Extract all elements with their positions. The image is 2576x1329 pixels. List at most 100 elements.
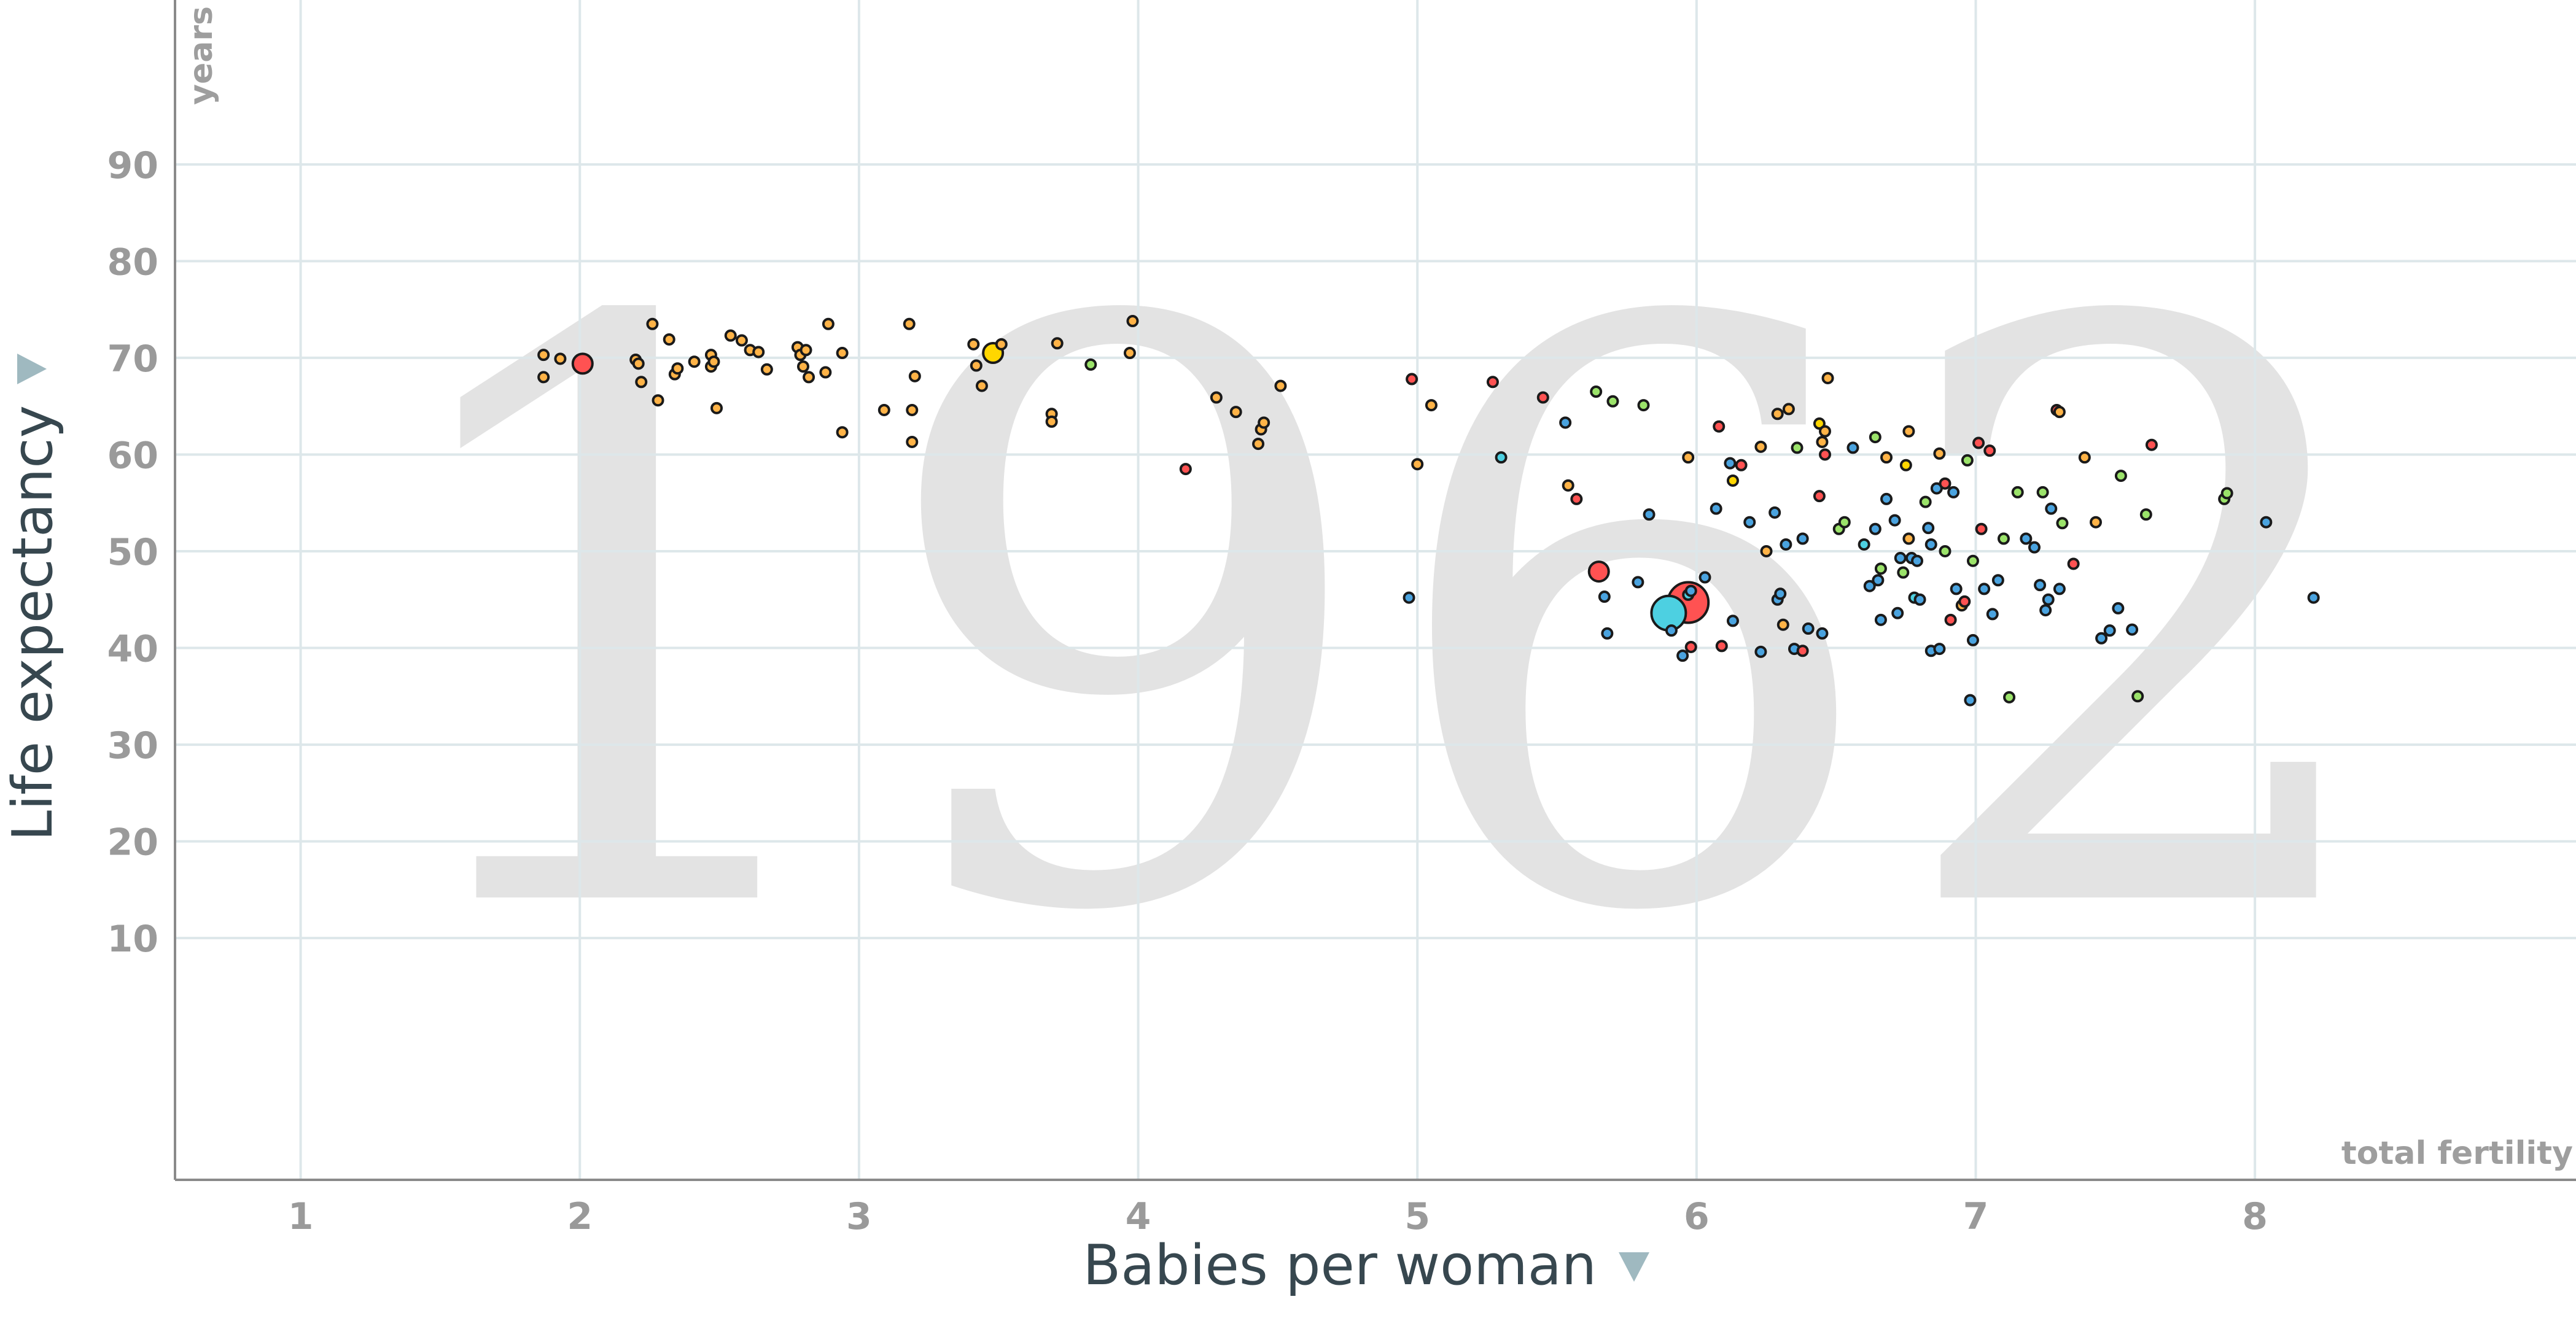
bubble-point[interactable] bbox=[1986, 608, 1999, 621]
bubble-point[interactable] bbox=[1983, 444, 1996, 457]
bubble-point[interactable] bbox=[2003, 691, 2016, 703]
bubble-point[interactable] bbox=[1726, 474, 1739, 487]
bubble-point[interactable] bbox=[1726, 614, 1739, 627]
bubble-point[interactable] bbox=[2139, 508, 2152, 521]
bubble-point[interactable] bbox=[1684, 584, 1697, 597]
bubble-point[interactable] bbox=[1676, 649, 1689, 662]
bubble-point[interactable] bbox=[1699, 571, 1711, 584]
bubble-point[interactable] bbox=[1944, 613, 1957, 626]
bubble-point[interactable] bbox=[1769, 506, 1781, 519]
bubble-point[interactable] bbox=[1126, 315, 1139, 328]
bubble-point[interactable] bbox=[2028, 541, 2041, 554]
bubble-point[interactable] bbox=[652, 394, 664, 407]
bubble-point[interactable] bbox=[1922, 522, 1935, 535]
bubble-point[interactable] bbox=[975, 379, 988, 392]
bubble-point[interactable] bbox=[1403, 591, 1415, 604]
bubble-point[interactable] bbox=[2260, 516, 2273, 529]
bubble-point[interactable] bbox=[1888, 514, 1901, 527]
bubble-point[interactable] bbox=[1939, 477, 1951, 490]
bubble-point[interactable] bbox=[1874, 613, 1887, 626]
bubble-point[interactable] bbox=[1632, 576, 1644, 589]
bubble-point[interactable] bbox=[1252, 438, 1265, 451]
bubble-point[interactable] bbox=[1084, 358, 1097, 371]
bubble-point[interactable] bbox=[1771, 408, 1784, 420]
bubble-point[interactable] bbox=[1899, 459, 1912, 471]
bubble-point[interactable] bbox=[1782, 403, 1795, 416]
bubble-point[interactable] bbox=[1710, 502, 1722, 515]
bubble-point[interactable] bbox=[2020, 532, 2033, 545]
bubble-point[interactable] bbox=[836, 426, 849, 439]
bubble-point[interactable] bbox=[2053, 583, 2066, 595]
bubble-point[interactable] bbox=[1894, 552, 1907, 565]
bubble-point[interactable] bbox=[1880, 451, 1893, 464]
bubble-point[interactable] bbox=[663, 333, 675, 346]
bubble-point[interactable] bbox=[2053, 406, 2066, 419]
bubble-point[interactable] bbox=[1760, 544, 1773, 557]
bubble-point[interactable] bbox=[1425, 399, 1438, 412]
bubble-point[interactable] bbox=[1933, 447, 1946, 460]
bubble-point[interactable] bbox=[1229, 406, 1242, 419]
bubble-point[interactable] bbox=[1991, 574, 2004, 587]
bubble-point[interactable] bbox=[1724, 457, 1737, 470]
bubble-point[interactable] bbox=[1598, 591, 1611, 603]
bubble-point[interactable] bbox=[1643, 508, 1656, 521]
bubble-point[interactable] bbox=[2039, 604, 2052, 617]
bubble-point[interactable] bbox=[1838, 516, 1851, 529]
bubble-point[interactable] bbox=[554, 352, 567, 365]
bubble-point[interactable] bbox=[735, 334, 748, 347]
bubble-point[interactable] bbox=[1933, 643, 1946, 656]
bubble-point[interactable] bbox=[1637, 399, 1650, 412]
bubble-point[interactable] bbox=[1754, 645, 1767, 658]
bubble-point[interactable] bbox=[632, 357, 645, 370]
bubble-point[interactable] bbox=[819, 366, 832, 379]
bubble-point[interactable] bbox=[906, 435, 919, 448]
bubble-point[interactable] bbox=[1774, 587, 1787, 600]
bubble-point[interactable] bbox=[877, 403, 890, 416]
bubble-point[interactable] bbox=[1911, 554, 1924, 567]
bubble-point[interactable] bbox=[1978, 583, 1991, 595]
bubble-point[interactable] bbox=[537, 349, 550, 362]
bubble-point[interactable] bbox=[2036, 486, 2049, 498]
bubble-point[interactable] bbox=[646, 317, 659, 330]
bubble-point[interactable] bbox=[2220, 487, 2233, 500]
bubble-point[interactable] bbox=[1495, 451, 1508, 464]
bubble-point[interactable] bbox=[1924, 538, 1937, 551]
y-axis-title[interactable]: Life expectancy bbox=[1, 405, 65, 841]
bubble-point[interactable] bbox=[1919, 495, 1932, 508]
y-axis-dropdown-icon[interactable] bbox=[17, 354, 47, 384]
bubble-point[interactable] bbox=[1045, 415, 1058, 428]
bubble-point[interactable] bbox=[2011, 486, 2024, 498]
bubble-point[interactable] bbox=[1813, 490, 1826, 503]
bubble-point[interactable] bbox=[2034, 579, 2047, 592]
bubble-point[interactable] bbox=[1966, 554, 1979, 567]
bubble-point[interactable] bbox=[1559, 416, 1572, 429]
bubble-point[interactable] bbox=[1179, 463, 1192, 476]
bubble-point[interactable] bbox=[688, 355, 701, 368]
bubble-point[interactable] bbox=[1754, 440, 1767, 453]
bubble-point[interactable] bbox=[2114, 470, 2127, 482]
bubble-point[interactable] bbox=[2090, 516, 2102, 529]
bubble-point[interactable] bbox=[2056, 517, 2069, 530]
bubble-point[interactable] bbox=[2078, 451, 2091, 464]
bubble-point[interactable] bbox=[752, 346, 765, 358]
bubble-point[interactable] bbox=[1880, 492, 1893, 505]
bubble-point[interactable] bbox=[760, 363, 773, 376]
bubble-point[interactable] bbox=[1964, 694, 1977, 707]
bubble-point[interactable] bbox=[1051, 337, 1064, 350]
bubble-point[interactable] bbox=[1715, 640, 1728, 653]
bubble-point[interactable] bbox=[908, 370, 921, 382]
bubble-point[interactable] bbox=[1972, 436, 1985, 449]
bubble-point[interactable] bbox=[710, 401, 723, 414]
bubble-point[interactable] bbox=[1590, 386, 1603, 398]
bubble-point[interactable] bbox=[1536, 391, 1549, 404]
bubble-point[interactable] bbox=[1950, 583, 1963, 595]
bubble-point[interactable] bbox=[1902, 532, 1915, 545]
x-axis-selector[interactable]: Babies per woman bbox=[1083, 1233, 1649, 1298]
bubble-point[interactable] bbox=[995, 338, 1008, 351]
bubble-point[interactable] bbox=[836, 347, 849, 360]
bubble-point[interactable] bbox=[1872, 574, 1885, 587]
bubble-point[interactable] bbox=[2095, 632, 2108, 645]
bubble-point[interactable] bbox=[906, 403, 919, 416]
bubble-point[interactable] bbox=[1486, 376, 1499, 389]
bubble-point[interactable] bbox=[1601, 627, 1614, 640]
